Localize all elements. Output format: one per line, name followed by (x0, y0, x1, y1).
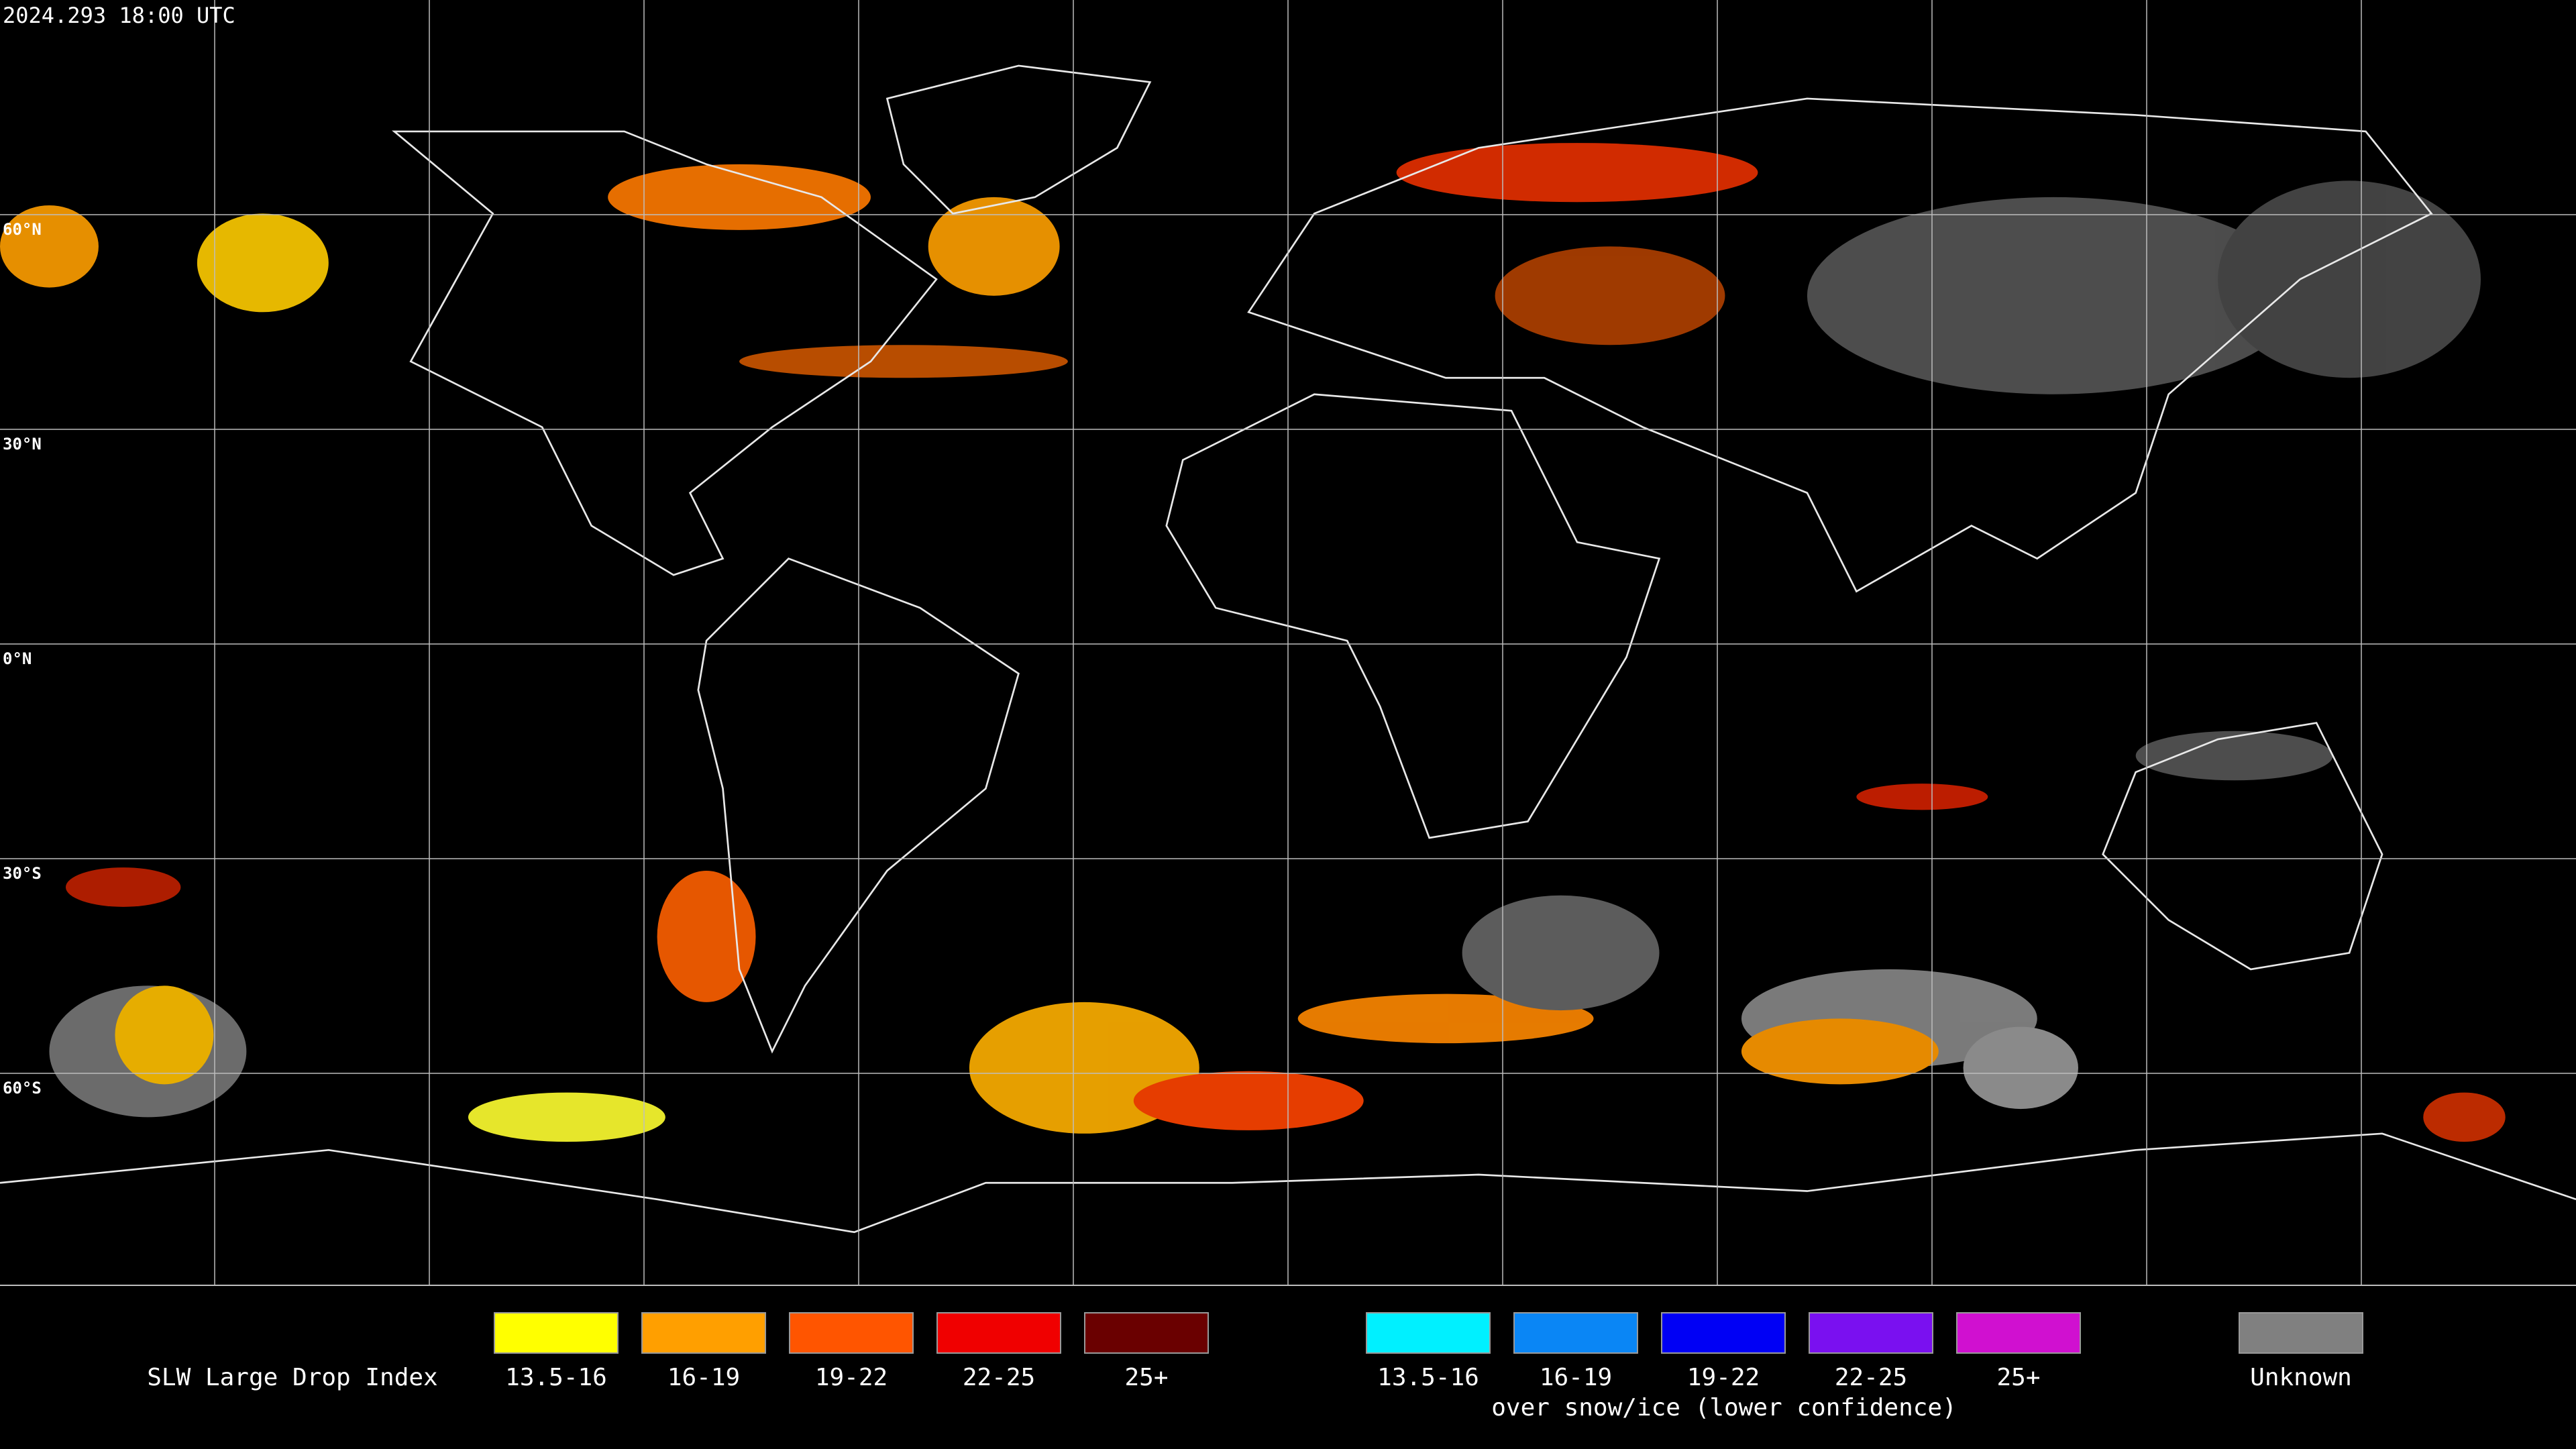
coastline (885, 64, 1152, 215)
coastlines (0, 64, 2576, 1234)
legend-label: 25+ (1996, 1364, 2040, 1391)
cloud-patches (0, 143, 2506, 1142)
cloud-patch (1856, 784, 1988, 810)
map-layer (0, 64, 2576, 1234)
legend-label: 19-22 (815, 1364, 888, 1391)
legend-swatch (1513, 1312, 1638, 1354)
coastline (1165, 393, 1661, 839)
cloud-patch (1495, 246, 1725, 345)
cloud-patch (1741, 1018, 1939, 1085)
latitude-label: 0°N (3, 649, 32, 668)
legend-label: 19-22 (1687, 1364, 1760, 1391)
coastline (392, 130, 938, 576)
cloud-patch (2423, 1092, 2506, 1142)
cloud-patch (1396, 143, 1758, 203)
legend-swatch (1366, 1312, 1491, 1354)
cloud-patch (739, 345, 1068, 378)
cloud-patch (115, 985, 214, 1085)
cloud-patch (608, 164, 871, 230)
legend-label: 16-19 (1540, 1364, 1612, 1391)
legend-title: SLW Large Drop Index (147, 1364, 437, 1391)
graticule: 60°N 30°N 0°N 30°S 60°S (0, 0, 2576, 1285)
cloud-patch (928, 197, 1060, 296)
cloud-patch (468, 1092, 665, 1142)
cloud-patch (197, 213, 329, 313)
legend-label: Unknown (2250, 1364, 2352, 1391)
legend-swatch (641, 1312, 766, 1354)
legend: 13.5-16 16-19 19-22 22-25 25+ 13.5-16 16-19 19-… (494, 1312, 2363, 1391)
legend-label: 22-25 (963, 1364, 1035, 1391)
cloud-patch (1462, 895, 1660, 1011)
cloud-patch (0, 205, 99, 288)
coastline (1247, 97, 2433, 593)
legend-swatch (1956, 1312, 2081, 1354)
legend-swatch (1661, 1312, 1786, 1354)
cloud-patch (1133, 1071, 1364, 1130)
legend-label: 13.5-16 (505, 1364, 607, 1391)
legend-swatch (494, 1312, 619, 1354)
latitude-label: 60°N (3, 220, 42, 239)
legend-swatch (1809, 1312, 1933, 1354)
legend-label: 25+ (1124, 1364, 1168, 1391)
legend-swatch (936, 1312, 1061, 1354)
cloud-patch (1963, 1026, 2078, 1110)
cloud-patch (1297, 994, 1594, 1044)
coastline (0, 1132, 2576, 1234)
coastline (2102, 722, 2383, 971)
cloud-patch (2135, 731, 2333, 781)
timestamp: 2024.293 18:00 UTC (3, 3, 235, 28)
latitude-label: 30°S (3, 864, 42, 883)
legend-caption: over snow/ice (lower confidence) (1491, 1394, 1957, 1421)
legend-swatch (2239, 1312, 2363, 1354)
coastline (697, 557, 1020, 1054)
cloud-patch (65, 867, 181, 907)
legend-label: 22-25 (1835, 1364, 1907, 1391)
legend-swatch (1084, 1312, 1209, 1354)
cloud-patch (2218, 180, 2481, 378)
legend-swatch (789, 1312, 914, 1354)
legend-label: 16-19 (667, 1364, 740, 1391)
latitude-label: 60°S (3, 1079, 42, 1097)
cloud-patch (657, 870, 756, 1002)
latitude-label: 30°N (3, 435, 42, 453)
legend-label: 13.5-16 (1377, 1364, 1479, 1391)
cloud-patch (1807, 197, 2300, 394)
